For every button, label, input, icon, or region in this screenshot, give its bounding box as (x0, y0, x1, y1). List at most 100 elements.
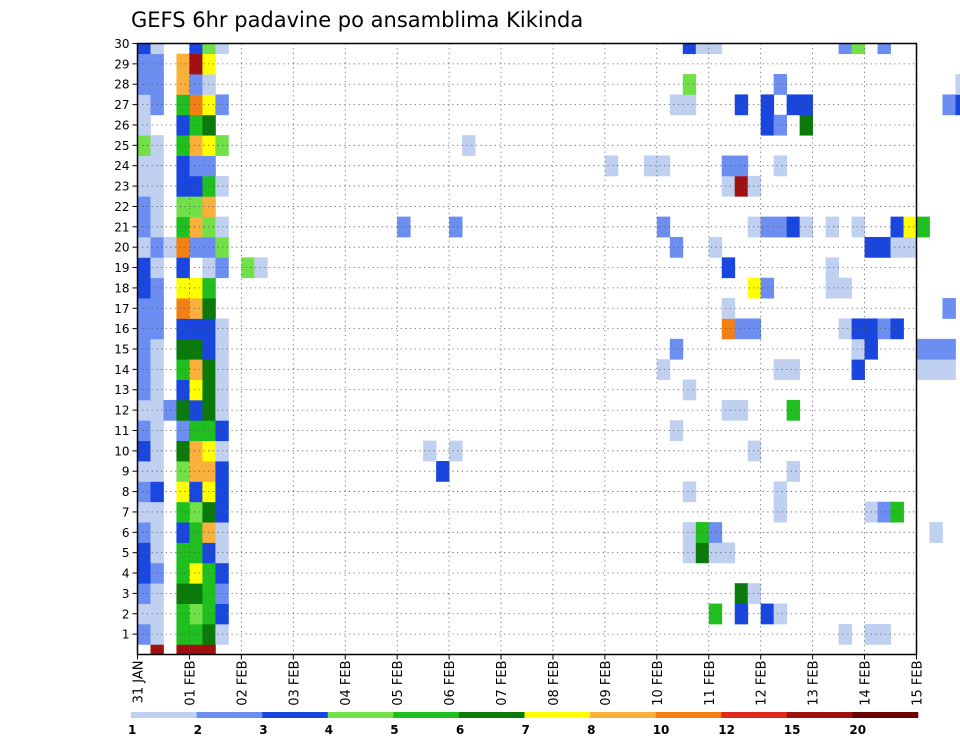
heatmap-cell (942, 359, 956, 380)
heatmap-cell (708, 542, 723, 564)
heatmap-cell (215, 135, 229, 156)
x-tick-label: 02 FEB (235, 661, 250, 706)
heatmap-cell (137, 440, 151, 462)
heatmap-cell (877, 318, 891, 340)
heatmap-cell (176, 623, 190, 645)
heatmap-cell (215, 399, 229, 421)
colorbar-tick-label: 8 (587, 723, 595, 737)
heatmap-cell (176, 440, 190, 462)
heatmap-cell (137, 94, 151, 116)
heatmap-cell (137, 155, 151, 177)
heatmap-cell (176, 644, 190, 655)
heatmap-cell (682, 481, 697, 503)
heatmap-cell (682, 542, 697, 564)
x-tick-label: 07 FEB (495, 661, 510, 706)
heatmap-cell (189, 623, 203, 645)
x-tick-label: 09 FEB (599, 661, 614, 706)
heatmap-cell (397, 216, 411, 238)
colorbar-segment (655, 712, 722, 718)
heatmap-cell (137, 236, 151, 258)
heatmap-cell (215, 501, 229, 523)
y-tick-label: 20 (114, 241, 129, 255)
y-tick-label: 11 (114, 424, 129, 438)
y-tick-label: 28 (114, 78, 129, 92)
heatmap-cell (176, 135, 190, 156)
heatmap-cell (137, 298, 151, 319)
heatmap-cell (176, 298, 190, 319)
x-tick-label: 13 FEB (807, 661, 822, 706)
x-tick-label: 11 FEB (703, 661, 718, 706)
heatmap-cell (682, 379, 697, 401)
heatmap-cell (215, 318, 229, 340)
heatmap-cell (189, 379, 203, 401)
heatmap-cell (137, 399, 151, 421)
colorbar-segment (393, 712, 460, 718)
heatmap-cell (189, 440, 203, 462)
heatmap-cell (669, 338, 684, 360)
heatmap-cell (189, 74, 203, 95)
heatmap-cell (929, 522, 943, 543)
heatmap-cell (682, 74, 697, 95)
y-tick-label: 10 (114, 444, 129, 458)
heatmap-cell (189, 562, 203, 584)
heatmap-cell (721, 257, 736, 279)
heatmap-cell (137, 481, 151, 503)
heatmap-cell (137, 623, 151, 645)
heatmap-cell (838, 623, 852, 645)
colorbar-segment (524, 712, 591, 718)
heatmap-cell (708, 236, 723, 258)
heatmap-cell (734, 583, 749, 604)
heatmap-cell (189, 298, 203, 319)
heatmap-cell (176, 114, 190, 136)
heatmap-cell (721, 542, 736, 564)
colorbar-tick-label: 5 (390, 723, 398, 737)
colorbar-tick-label: 10 (653, 723, 670, 737)
heatmap-cell (656, 359, 671, 380)
heatmap-cell (942, 94, 956, 116)
heatmap-cell (137, 196, 151, 218)
heatmap-cell (137, 318, 151, 340)
x-tick-label: 06 FEB (443, 661, 458, 706)
x-tick-label: 01 FEB (183, 661, 198, 706)
heatmap-cell (176, 522, 190, 543)
heatmap-cell (176, 196, 190, 218)
heatmap-cell (137, 562, 151, 584)
heatmap-cell (202, 644, 216, 655)
heatmap-cell (176, 399, 190, 421)
heatmap-cell (449, 216, 463, 238)
heatmap-cell (189, 175, 203, 197)
heatmap-cell (436, 461, 450, 482)
heatmap-cell (825, 257, 839, 279)
heatmap-cell (176, 318, 190, 340)
heatmap-cell (176, 420, 190, 442)
heatmap-cell (215, 603, 229, 625)
heatmap-cell (851, 318, 865, 340)
heatmap-cell (708, 522, 723, 543)
heatmap-cell (176, 216, 190, 238)
heatmap-cell (189, 481, 203, 503)
heatmap-cell (137, 542, 151, 564)
heatmap-cell (747, 440, 762, 462)
heatmap-cell (137, 175, 151, 197)
colorbar-tick-label: 4 (325, 723, 333, 737)
heatmap-cell (669, 420, 684, 442)
heatmap-cell (825, 277, 839, 299)
heatmap-cell (734, 318, 749, 340)
colorbar-segment (852, 712, 919, 718)
x-tick-label: 14 FEB (859, 661, 874, 706)
heatmap-cell (189, 644, 203, 655)
heatmap-cell (903, 236, 917, 258)
heatmap-cell (137, 359, 151, 380)
heatmap-cell (176, 94, 190, 116)
heatmap-cell (215, 420, 229, 442)
colorbar-segment (590, 712, 656, 718)
y-tick-label: 4 (122, 567, 130, 581)
heatmap-cell (137, 522, 151, 543)
y-tick-label: 1 (122, 628, 130, 642)
heatmap-cell (747, 277, 762, 299)
heatmap-cell (189, 43, 203, 55)
heatmap-cell (903, 216, 917, 238)
heatmap-cell (708, 603, 723, 625)
x-tick-marks (137, 654, 917, 660)
heatmap-cell (163, 399, 177, 421)
